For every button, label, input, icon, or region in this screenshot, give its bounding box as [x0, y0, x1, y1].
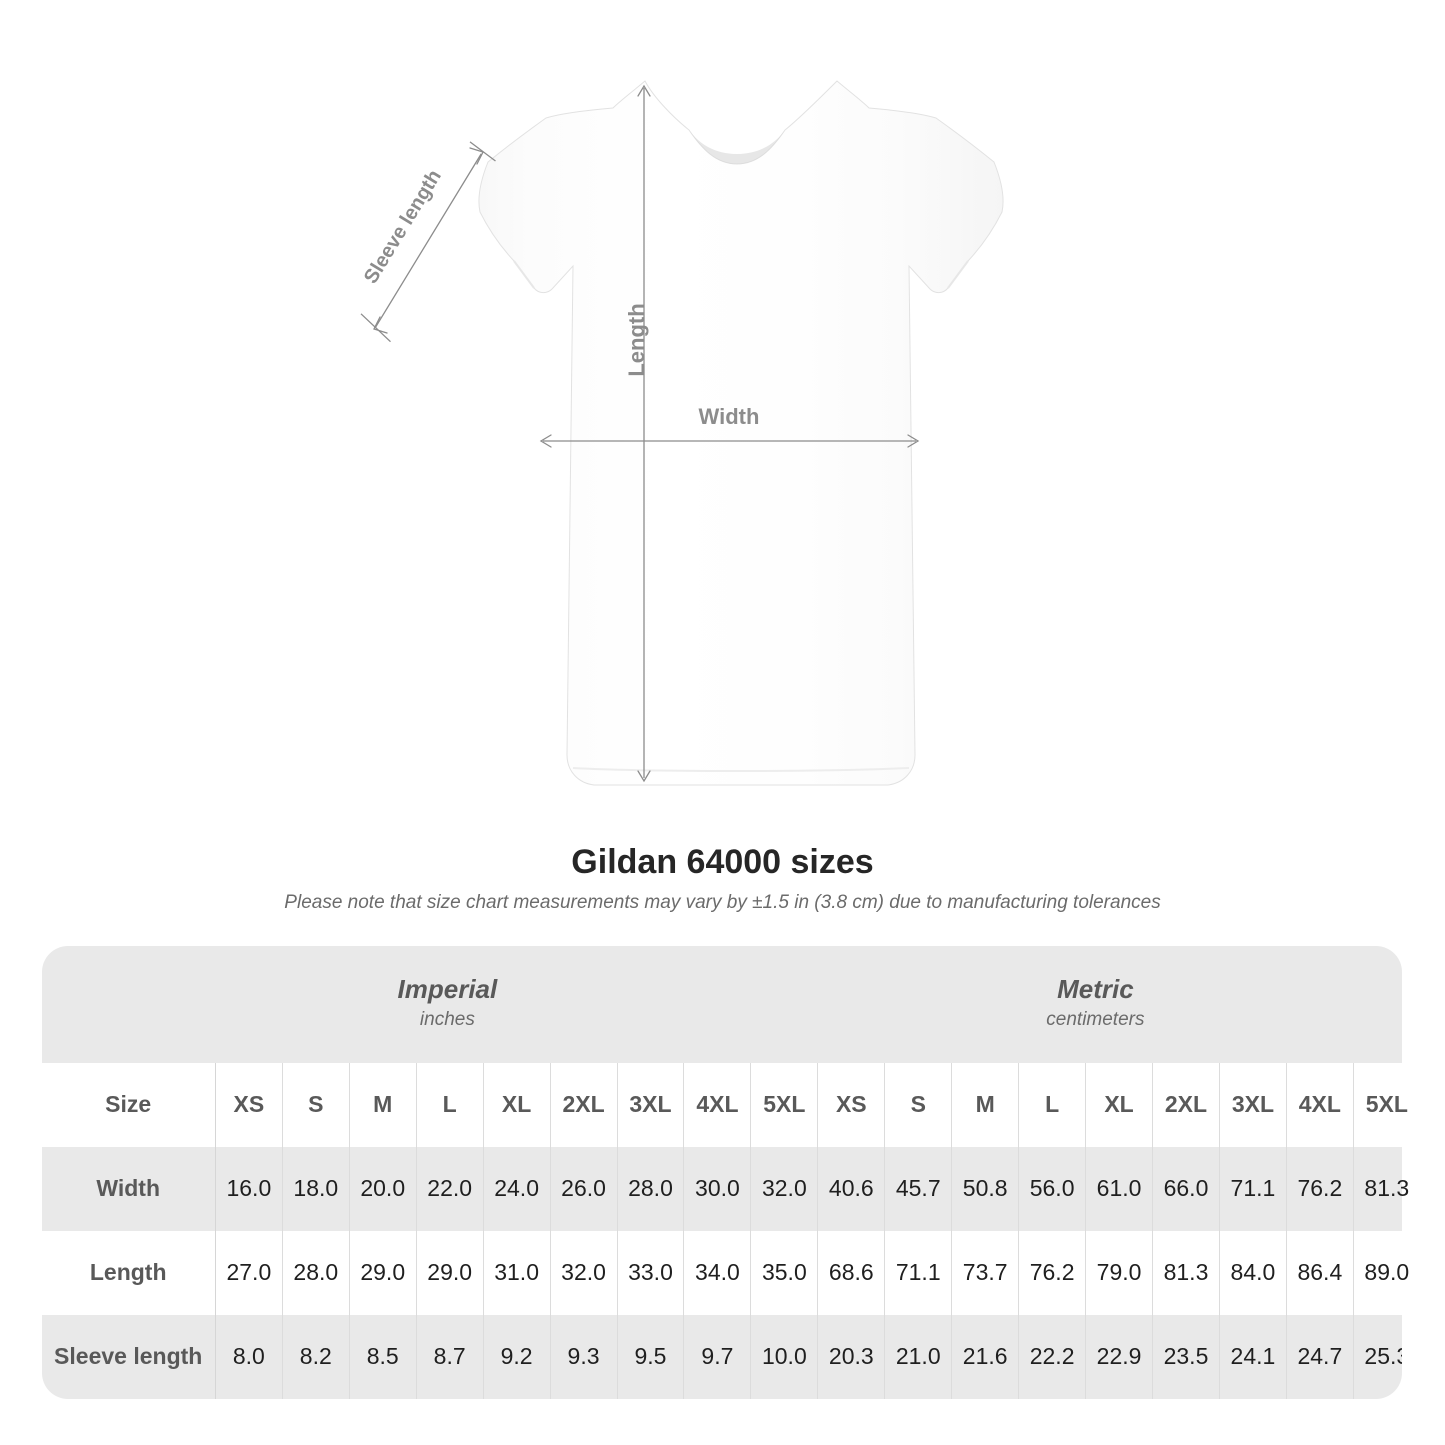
svg-text:Sleeve length: Sleeve length — [360, 166, 446, 288]
svg-text:Length: Length — [624, 303, 649, 376]
svg-text:Width: Width — [699, 404, 760, 429]
